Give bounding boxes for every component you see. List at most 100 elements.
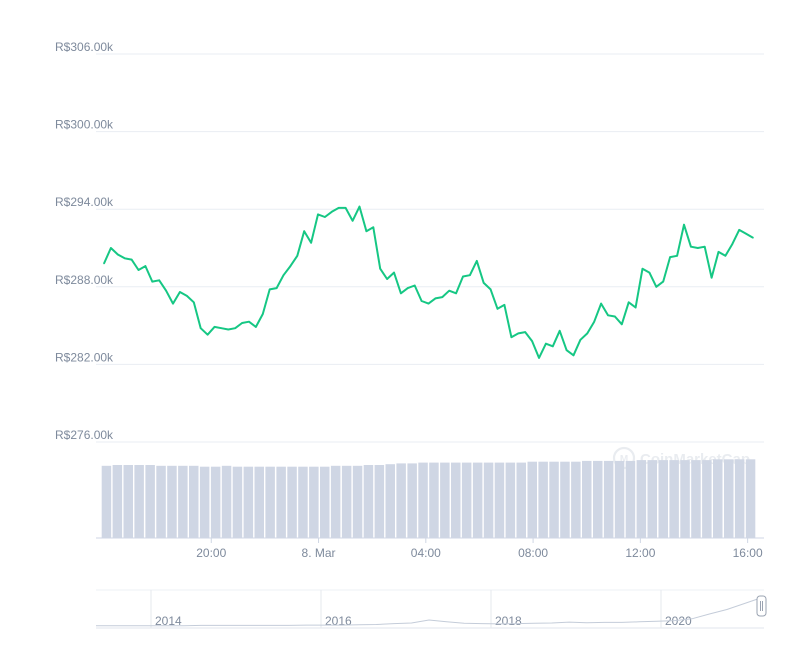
volume-bar [123, 465, 133, 538]
volume-bar [276, 466, 286, 538]
price-point [227, 328, 230, 331]
price-point [130, 258, 133, 261]
price-point [703, 245, 706, 248]
volume-bar [538, 461, 548, 538]
volume-bar [407, 463, 417, 538]
volume-bar [691, 460, 701, 538]
x-axis: 20:00 8. Mar 04:00 08:00 12:00 16:00 [196, 538, 763, 560]
price-point [710, 276, 713, 279]
price-point [503, 304, 506, 306]
price-point [103, 262, 105, 265]
price-point [172, 302, 174, 305]
price-point [296, 255, 299, 257]
price-point [648, 271, 651, 274]
x-tick-label: 16:00 [733, 546, 763, 560]
price-point [558, 330, 561, 332]
price-point [400, 292, 402, 295]
volume-bar [254, 466, 264, 538]
price-point [220, 327, 223, 330]
volume-bar [614, 460, 625, 538]
price-point [282, 274, 285, 277]
price-point [510, 336, 513, 339]
price-point [538, 357, 540, 359]
volume-bar [134, 465, 144, 538]
price-point [676, 255, 678, 257]
price-point [697, 247, 699, 249]
navigator-year-grid: 2014 2016 2018 2020 [150, 590, 692, 628]
price-point [469, 274, 471, 277]
price-point [607, 314, 609, 317]
price-point [310, 242, 312, 244]
price-point [600, 302, 602, 305]
price-point [324, 216, 326, 218]
price-point [545, 342, 547, 345]
price-point [234, 327, 236, 330]
y-tick-label: R$300.00k [55, 118, 114, 132]
price-point [179, 291, 181, 293]
price-point [110, 247, 112, 249]
price-point [344, 207, 347, 209]
range-navigator[interactable]: 2014 2016 2018 2020 [96, 589, 767, 629]
price-point [641, 267, 644, 270]
x-tick-label: 04:00 [411, 546, 441, 560]
price-point [351, 220, 354, 222]
price-point [317, 213, 319, 216]
volume-bar [440, 462, 450, 538]
volume-bar [494, 462, 505, 538]
volume-bar [516, 462, 526, 538]
price-point [117, 253, 119, 256]
volume-bar [112, 465, 123, 538]
navigator-year-label: 2014 [155, 614, 182, 628]
price-point [655, 286, 658, 288]
price-point [393, 271, 395, 274]
x-tick-label: 12:00 [625, 546, 655, 560]
price-point [531, 340, 533, 342]
x-tick-label: 08:00 [518, 546, 548, 560]
price-point [331, 211, 333, 213]
price-point [690, 245, 692, 248]
price-point [634, 306, 637, 309]
volume-bar [199, 466, 210, 538]
price-point [213, 326, 216, 328]
price-series-line [103, 205, 754, 359]
price-point [255, 326, 257, 328]
price-point [621, 323, 623, 326]
y-tick-label: R$276.00k [55, 428, 114, 442]
price-point [206, 333, 209, 336]
volume-bar [145, 465, 155, 538]
price-point [731, 243, 734, 245]
price-point [627, 301, 630, 304]
price-point [268, 288, 271, 291]
price-point [738, 229, 740, 231]
price-point [427, 302, 430, 305]
price-point [386, 278, 388, 280]
navigator-handle[interactable] [756, 595, 767, 617]
volume-bar [658, 460, 668, 538]
volume-bar [396, 463, 406, 538]
volume-bar [243, 466, 254, 538]
price-point [413, 284, 416, 287]
volume-bar [352, 465, 363, 538]
price-point [186, 295, 188, 297]
x-tick-label: 8. Mar [302, 546, 336, 560]
navigator-series [96, 597, 763, 627]
volume-bar [418, 462, 428, 538]
volume-bar [461, 462, 472, 538]
price-point [489, 288, 492, 291]
navigator-year-label: 2018 [495, 614, 522, 628]
price-point [158, 279, 160, 282]
price-point [303, 230, 306, 232]
price-point [482, 282, 485, 284]
price-point [455, 292, 457, 295]
navigator-handle-grip[interactable] [756, 595, 767, 617]
price-point [572, 354, 575, 357]
y-tick-label: R$282.00k [55, 350, 114, 364]
price-point [407, 287, 409, 289]
volume-bar [451, 462, 461, 538]
volume-bar [625, 460, 636, 538]
price-point [262, 313, 264, 315]
volume-bar [429, 462, 439, 538]
price-point [144, 265, 147, 267]
